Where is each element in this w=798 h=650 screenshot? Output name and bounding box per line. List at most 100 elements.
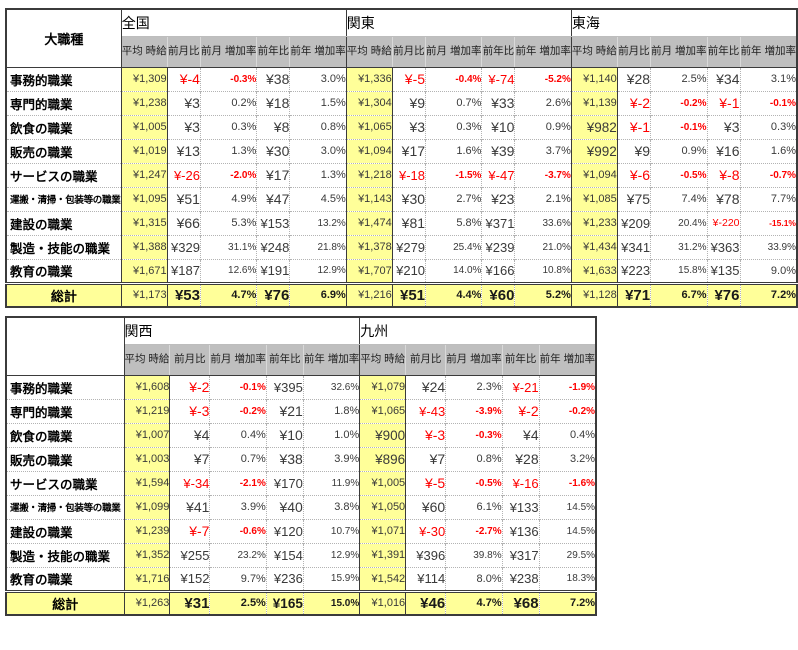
cell-yoy-diff: ¥76 xyxy=(706,281,740,307)
cell-avg-hourly-wage: ¥1,239 xyxy=(123,518,170,543)
cell-avg-hourly-wage: ¥1,474 xyxy=(345,210,393,235)
row-label: 事務的職業 xyxy=(6,374,124,399)
cell-mom-diff: ¥223 xyxy=(616,258,651,283)
total-row: 総計 ¥1,263 ¥31 2.5% ¥165 15.0% ¥1,016 ¥46 4.7% ¥68… xyxy=(6,589,597,615)
cell-avg-hourly-wage: ¥1,633 xyxy=(570,258,618,283)
cell-mom-diff: ¥-18 xyxy=(391,162,426,187)
cell-yoy-rate: 3.2% xyxy=(538,446,597,471)
cell-yoy-rate: 13.2% xyxy=(289,210,347,235)
row-label: 専門的職業 xyxy=(6,90,122,115)
table-row: 専門的職業 ¥1,219 ¥-3 -0.2% ¥21 1.8% ¥1,065 ¥-43 -3.9… xyxy=(6,398,597,423)
cell-mom-rate: 0.9% xyxy=(650,138,708,163)
cell-yoy-diff: ¥38 xyxy=(265,446,304,471)
cell-mom-rate: -0.1% xyxy=(209,374,267,399)
cell-yoy-diff: ¥76 xyxy=(256,281,290,307)
cell-yoy-rate: 1.6% xyxy=(739,138,797,163)
cell-mom-rate: -0.2% xyxy=(650,90,708,115)
cell-mom-diff: ¥17 xyxy=(391,138,426,163)
cell-mom-diff: ¥-30 xyxy=(405,518,446,543)
cell-avg-hourly-wage: ¥1,071 xyxy=(359,518,406,543)
cell-mom-rate: 6.7% xyxy=(650,281,708,307)
cell-avg-hourly-wage: ¥992 xyxy=(570,138,618,163)
cell-mom-rate: -0.1% xyxy=(650,114,708,139)
column-header-mom-diff: 前月比 xyxy=(169,344,210,376)
table-row: 事務的職業 ¥1,309 ¥-4 -0.3% ¥38 3.0% ¥1,336 ¥-5 -0.4%… xyxy=(6,66,797,91)
cell-yoy-rate: 1.0% xyxy=(302,422,360,447)
cell-mom-rate: 1.3% xyxy=(199,138,257,163)
cell-mom-diff: ¥24 xyxy=(405,374,446,399)
cell-mom-rate: -0.3% xyxy=(445,422,503,447)
cell-avg-hourly-wage: ¥1,352 xyxy=(123,542,170,567)
cell-yoy-diff: ¥28 xyxy=(501,446,540,471)
cell-yoy-rate: 14.5% xyxy=(538,518,597,543)
cell-yoy-rate: -1.9% xyxy=(538,374,597,399)
cell-mom-rate: 5.8% xyxy=(425,210,482,235)
cell-yoy-diff: ¥18 xyxy=(256,90,290,115)
column-header-yoy-diff: 前年比 xyxy=(256,36,290,68)
cell-yoy-diff: ¥40 xyxy=(265,494,304,519)
cell-mom-diff: ¥-1 xyxy=(616,114,651,139)
cell-yoy-rate: 15.0% xyxy=(302,589,360,615)
cell-yoy-diff: ¥-21 xyxy=(501,374,540,399)
row-label: 運搬・清掃・包装等の職業 xyxy=(6,494,124,519)
cell-mom-rate: 14.0% xyxy=(425,258,482,283)
cell-yoy-rate: -3.7% xyxy=(514,162,572,187)
cell-avg-hourly-wage: ¥1,005 xyxy=(359,470,406,495)
cell-mom-diff: ¥28 xyxy=(616,66,651,91)
cell-yoy-diff: ¥4 xyxy=(501,422,540,447)
column-header-yoy-rate: 前年 増加率 xyxy=(514,36,572,68)
row-label: 教育の職業 xyxy=(6,566,124,591)
cell-mom-rate: 4.4% xyxy=(425,281,482,307)
cell-avg-hourly-wage: ¥1,707 xyxy=(345,258,393,283)
cell-mom-rate: 23.2% xyxy=(209,542,267,567)
cell-mom-diff: ¥152 xyxy=(169,566,210,591)
cell-yoy-rate: 10.8% xyxy=(514,258,572,283)
cell-yoy-rate: 1.3% xyxy=(289,162,347,187)
cell-mom-rate: -2.1% xyxy=(209,470,267,495)
row-label: 事務的職業 xyxy=(6,66,122,91)
cell-yoy-rate: 15.9% xyxy=(302,566,360,591)
cell-yoy-diff: ¥363 xyxy=(706,234,740,259)
cell-avg-hourly-wage: ¥1,140 xyxy=(570,66,618,91)
cell-mom-rate: 5.3% xyxy=(199,210,257,235)
cell-yoy-rate: 0.8% xyxy=(289,114,347,139)
cell-yoy-rate: 3.0% xyxy=(289,66,347,91)
cell-yoy-diff: ¥33 xyxy=(481,90,515,115)
cell-yoy-rate: -0.7% xyxy=(739,162,797,187)
cell-yoy-rate: 29.5% xyxy=(538,542,597,567)
cell-yoy-diff: ¥68 xyxy=(501,589,540,615)
cell-mom-diff: ¥7 xyxy=(405,446,446,471)
cell-mom-diff: ¥210 xyxy=(391,258,426,283)
cell-mom-rate: 0.8% xyxy=(445,446,503,471)
cell-yoy-rate: 6.9% xyxy=(289,281,347,307)
column-header-mom-diff: 前月比 xyxy=(391,36,426,68)
cell-mom-diff: ¥-6 xyxy=(616,162,651,187)
cell-mom-rate: 20.4% xyxy=(650,210,708,235)
cell-avg-hourly-wage: ¥1,542 xyxy=(359,566,406,591)
cell-avg-hourly-wage: ¥1,671 xyxy=(120,258,168,283)
cell-avg-hourly-wage: ¥1,095 xyxy=(120,186,168,211)
column-header-avg-hourly-wage: 平均 時給 xyxy=(359,344,406,376)
cell-mom-rate: -0.5% xyxy=(445,470,503,495)
row-label: 飲食の職業 xyxy=(6,422,124,447)
cell-yoy-diff: ¥371 xyxy=(481,210,515,235)
cell-mom-diff: ¥30 xyxy=(391,186,426,211)
row-label: 製造・技能の職業 xyxy=(6,234,122,259)
cell-mom-diff: ¥114 xyxy=(405,566,446,591)
cell-yoy-diff: ¥16 xyxy=(706,138,740,163)
cell-yoy-diff: ¥166 xyxy=(481,258,515,283)
column-header-avg-hourly-wage: 平均 時給 xyxy=(345,36,393,68)
table-row: サービスの職業 ¥1,594 ¥-34 -2.1% ¥170 11.9% ¥1,005 ¥-5… xyxy=(6,470,597,495)
cell-avg-hourly-wage: ¥1,304 xyxy=(345,90,393,115)
cell-avg-hourly-wage: ¥1,050 xyxy=(359,494,406,519)
cell-avg-hourly-wage: ¥1,238 xyxy=(120,90,168,115)
cell-avg-hourly-wage: ¥1,434 xyxy=(570,234,618,259)
cell-mom-rate: 31.2% xyxy=(650,234,708,259)
cell-mom-diff: ¥53 xyxy=(166,281,201,307)
column-header-yoy-diff: 前年比 xyxy=(706,36,740,68)
total-row: 総計 ¥1,173 ¥53 4.7% ¥76 6.9% ¥1,216 ¥51 4.4% ¥60 5.… xyxy=(6,281,797,307)
cell-mom-rate: -0.4% xyxy=(425,66,482,91)
column-header-yoy-rate: 前年 増加率 xyxy=(302,344,360,376)
region-header: 九州 xyxy=(359,317,597,345)
cell-yoy-rate: 1.5% xyxy=(289,90,347,115)
